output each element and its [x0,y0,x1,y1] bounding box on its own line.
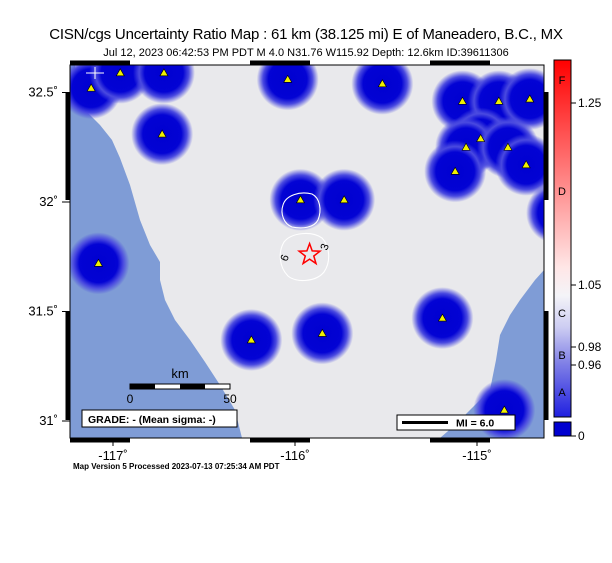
scale-bar-unit: km [171,366,188,381]
colorbar-letter-f: F [559,75,566,87]
station-triangle-icon [450,166,460,175]
longitude-tick-label: -117˚ [98,448,127,463]
latitude-axis: 32.5˚ 32˚ 31.5˚ 31˚ [28,85,70,428]
processed-timestamp: Map Version 5 Processed 2023-07-13 07:25… [73,462,280,471]
colorbar-value-0-98: 0.98 [578,340,602,354]
station-triangle-icon [159,68,169,77]
map-title: CISN/cgs Uncertainty Ratio Map : 61 km (… [49,26,563,43]
station-triangle-icon [157,129,167,138]
uncertainty-blob [256,65,319,111]
mi-legend-text: MI = 6.0 [456,418,494,430]
longitude-tick-label: -116˚ [280,448,309,463]
colorbar-letter-a: A [558,387,566,399]
latitude-tick-label: 32.5˚ [28,85,58,100]
compass-mark-icon [86,67,104,79]
uncertainty-blob [498,68,544,131]
colorbar-value-1-25: 1.25 [578,96,602,110]
station-triangle-icon [499,405,509,414]
contour-label-right: 3 [319,242,332,252]
latitude-tick-label: 31˚ [39,413,58,428]
station-triangle-icon [437,313,447,322]
mi-legend: MI = 6.0 [396,414,516,431]
scale-bar: km 0 50 [127,366,237,406]
latitude-tick-label: 31.5˚ [28,304,58,319]
station-triangle-icon [503,142,513,151]
station-triangle-icon [93,258,103,267]
grade-box: GRADE: - (Mean sigma: -) [81,409,238,428]
longitude-tick-label: -115˚ [462,448,491,463]
contour-label-left: 6 [279,253,292,263]
station-triangle-icon [457,96,467,105]
station-triangle-icon [246,335,256,344]
station-triangle-icon [494,96,504,105]
station-triangle-icon [283,74,293,83]
station-triangle-icon [377,79,387,88]
event-info: Jul 12, 2023 06:42:53 PM PDT M 4.0 N31.7… [103,47,509,59]
station-triangle-icon [86,83,96,92]
colorbar-value-0: 0 [578,429,585,443]
station-triangle-icon [461,142,471,151]
station-triangle-icon [317,328,327,337]
map-canvas: 6 3 [70,65,544,438]
colorbar-value-1-05: 1.05 [578,278,602,292]
epicenter-star-icon [297,241,323,266]
color-scale-bar: F D C B A 1.25 1.05 0.98 0.96 0 [553,59,602,443]
station-triangle-icon [115,68,125,77]
station-triangle-icon [521,160,531,169]
scale-bar-end: 50 [223,392,237,406]
scale-bar-segment [180,384,205,389]
station-markers [86,68,535,414]
contour-line-lower [279,233,330,281]
scale-bar-segment [130,384,155,389]
longitude-axis: -117˚ -116˚ -115˚ [98,438,492,463]
station-triangle-icon [339,195,349,204]
colorbar-letter-b: B [558,350,565,362]
uncertainty-blob [351,65,414,115]
grade-text: GRADE: - (Mean sigma: -) [88,414,216,426]
scale-bar-start: 0 [127,392,134,406]
colorbar-letter-d: D [558,186,566,198]
station-triangle-icon [476,133,486,142]
colorbar-gradient [553,59,572,418]
station-triangle-icon [295,195,305,204]
colorbar-value-0-96: 0.96 [578,358,602,372]
uncertainty-blob [132,65,195,104]
colorbar-zero-swatch [553,421,572,437]
uncertainty-blob [526,184,544,242]
latitude-tick-label: 32˚ [39,194,58,209]
map-frame-ticks [65,60,549,443]
pacific-ocean [70,65,242,438]
colorbar-letter-c: C [558,308,566,320]
contour-line-upper [281,192,321,229]
station-triangle-icon [525,94,535,103]
